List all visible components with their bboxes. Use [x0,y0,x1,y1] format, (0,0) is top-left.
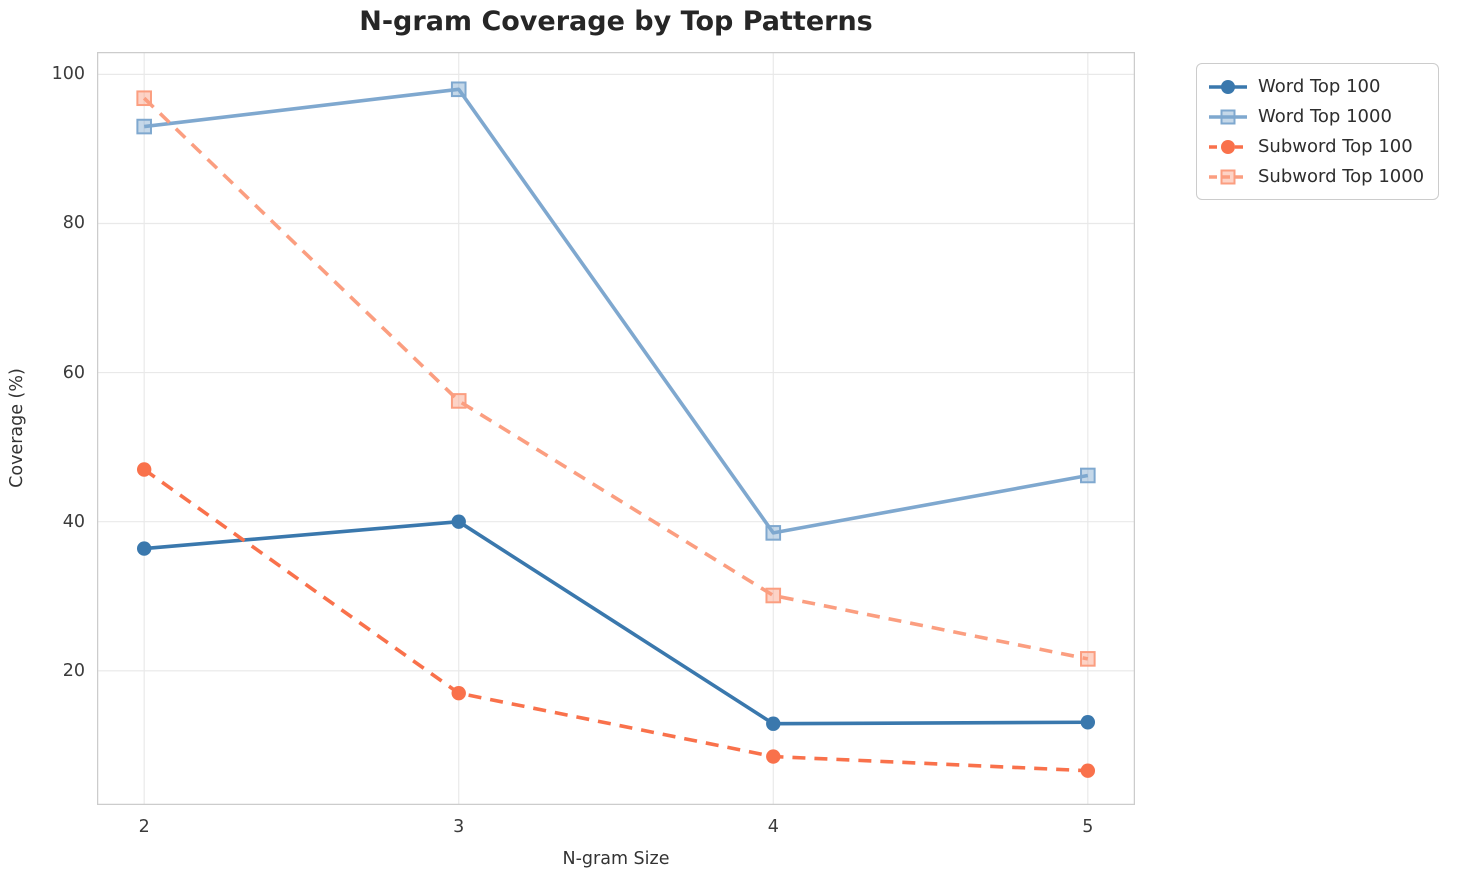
x-tick-label: 2 [138,817,150,837]
series-line [143,87,1089,535]
data-point-marker [451,514,466,529]
y-tick-label: 40 [62,511,85,532]
x-tick-label: 3 [453,817,465,837]
data-point-marker [765,525,782,541]
data-point-marker [1080,467,1096,484]
legend-line-square-marker-icon [1209,169,1247,184]
data-point-marker [1080,715,1096,730]
legend-line-circle-marker-icon [1209,139,1247,154]
data-point-marker [451,685,466,701]
x-axis-label: N-gram Size [562,849,670,869]
data-point-marker [766,749,781,764]
chart-title: N-gram Coverage by Top Patterns [359,6,873,37]
legend-line-circle-marker-icon [1209,79,1247,94]
legend-item-label: Subword Top 100 [1258,136,1413,157]
legend: Word Top 100 Word Top 1000 Subword Top 100… [1196,63,1440,200]
legend-item: Subword Top 100 [1208,133,1424,160]
data-point-marker [136,541,152,556]
data-point-marker [1080,651,1096,667]
x-tick-label: 4 [767,817,779,837]
data-point-marker [766,716,781,731]
series-line [142,96,1089,661]
data-point-marker [1080,763,1096,778]
y-axis-label: Coverage (%) [7,368,27,488]
data-point-marker [450,81,467,98]
y-tick-label: 100 [51,64,85,85]
data-point-marker [136,118,152,135]
data-point-marker [136,90,152,107]
legend-item: Subword Top 1000 [1208,163,1424,190]
y-tick-label: 20 [62,660,85,681]
plot-area [97,52,1135,805]
y-tick-label: 80 [62,213,85,234]
legend-item-label: Word Top 100 [1258,76,1381,97]
series-line [144,519,1088,726]
data-point-marker [765,587,782,604]
legend-item: Word Top 1000 [1208,103,1424,130]
x-tick-label: 5 [1082,817,1094,837]
legend-item: Word Top 100 [1208,73,1424,100]
legend-item-label: Subword Top 1000 [1258,166,1425,187]
legend-item-label: Word Top 1000 [1258,106,1392,127]
legend-line-square-marker-icon [1209,109,1247,124]
series-line [143,468,1088,773]
data-point-marker [136,462,152,477]
y-tick-label: 60 [62,362,85,383]
data-point-marker [450,393,467,409]
plot-border [97,52,1135,805]
